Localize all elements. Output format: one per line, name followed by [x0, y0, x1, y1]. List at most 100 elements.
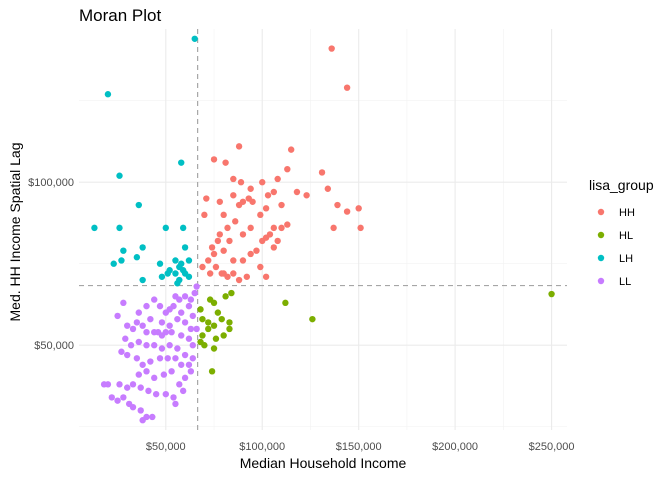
point-ll	[135, 309, 142, 316]
point-ll	[172, 400, 179, 408]
point-ll	[174, 315, 181, 323]
point-hh	[262, 234, 270, 241]
point-ll	[143, 302, 150, 310]
point-ll	[168, 328, 175, 336]
point-hl	[199, 315, 206, 323]
point-lh	[133, 254, 141, 261]
point-hh	[287, 146, 295, 153]
point-lh	[185, 257, 193, 264]
point-ll	[124, 351, 131, 359]
point-ll	[156, 302, 164, 310]
point-hh	[343, 208, 351, 215]
point-ll	[127, 342, 135, 349]
point-ll	[179, 387, 187, 395]
point-ll	[191, 289, 198, 297]
point-ll	[137, 407, 144, 414]
chart-title: Moran Plot	[79, 6, 161, 25]
point-hl	[210, 345, 218, 352]
point-hl	[222, 293, 229, 300]
point-ll	[178, 332, 185, 339]
y-tick-label: $100,000	[28, 177, 74, 189]
point-hh	[249, 198, 256, 205]
point-ll	[174, 345, 181, 352]
point-lh	[158, 273, 166, 280]
point-hh	[230, 192, 237, 199]
point-lh	[118, 257, 125, 264]
point-hh	[235, 143, 243, 150]
point-ll	[129, 381, 137, 388]
point-hl	[214, 309, 222, 316]
point-hh	[247, 185, 254, 192]
point-ll	[181, 319, 189, 326]
point-hh	[214, 237, 222, 245]
point-hh	[216, 231, 224, 238]
point-ll	[164, 355, 171, 362]
point-hh	[257, 211, 264, 219]
point-hh	[218, 270, 225, 277]
point-ll	[139, 361, 146, 368]
point-lh	[116, 172, 123, 179]
point-hh	[206, 270, 214, 277]
point-ll	[185, 335, 193, 342]
point-ll	[158, 345, 166, 352]
point-lh	[162, 224, 169, 232]
point-ll	[189, 342, 197, 349]
point-ll	[187, 296, 195, 303]
legend-key-lh	[597, 254, 605, 262]
point-hh	[224, 273, 231, 280]
point-ll	[139, 322, 146, 329]
point-hh	[230, 175, 237, 183]
point-hl	[205, 319, 212, 326]
point-hh	[230, 270, 237, 277]
point-lh	[176, 276, 183, 284]
y-tick-label: $50,000	[34, 340, 74, 352]
point-ll	[189, 312, 197, 320]
point-hh	[303, 192, 310, 199]
point-ll	[166, 322, 173, 329]
point-hl	[226, 319, 233, 326]
point-hl	[208, 368, 216, 375]
point-hh	[355, 205, 362, 212]
point-hh	[284, 221, 291, 228]
point-hh	[210, 156, 218, 163]
point-hh	[224, 224, 231, 232]
legend-label-hl: HL	[619, 230, 633, 242]
point-ll	[124, 384, 131, 391]
point-hl	[220, 332, 227, 339]
point-hh	[247, 224, 254, 232]
legend-label-lh: LH	[619, 253, 633, 265]
point-hh	[253, 247, 260, 254]
legend-label-ll: LL	[619, 276, 631, 288]
point-lh	[91, 224, 98, 232]
point-hh	[220, 247, 227, 254]
point-hh	[257, 263, 264, 271]
point-hh	[243, 273, 251, 280]
point-ll	[152, 390, 160, 398]
point-hh	[284, 165, 291, 173]
point-ll	[162, 328, 169, 336]
point-ll	[114, 397, 121, 404]
point-hh	[239, 231, 247, 238]
point-hh	[203, 195, 210, 202]
point-ll	[193, 283, 200, 290]
point-hh	[237, 179, 245, 186]
point-ll	[120, 394, 127, 401]
point-hh	[262, 273, 270, 280]
point-ll	[193, 325, 200, 333]
point-ll	[158, 319, 166, 326]
point-ll	[151, 296, 158, 303]
point-hh	[247, 250, 254, 258]
point-hh	[232, 218, 239, 225]
point-ll	[139, 417, 146, 424]
point-ll	[147, 315, 154, 323]
x-tick-label: $150,000	[336, 441, 382, 453]
axis-ticks: $50,000 $100,000 $150,000 $200,000 $250,000 $…	[28, 177, 574, 453]
point-lh	[178, 159, 185, 166]
point-ll	[129, 403, 137, 411]
point-lh	[116, 224, 123, 232]
point-ll	[133, 319, 141, 326]
point-ll	[160, 371, 168, 378]
point-ll	[124, 322, 131, 329]
point-hl	[212, 335, 220, 342]
point-hh	[293, 188, 301, 196]
